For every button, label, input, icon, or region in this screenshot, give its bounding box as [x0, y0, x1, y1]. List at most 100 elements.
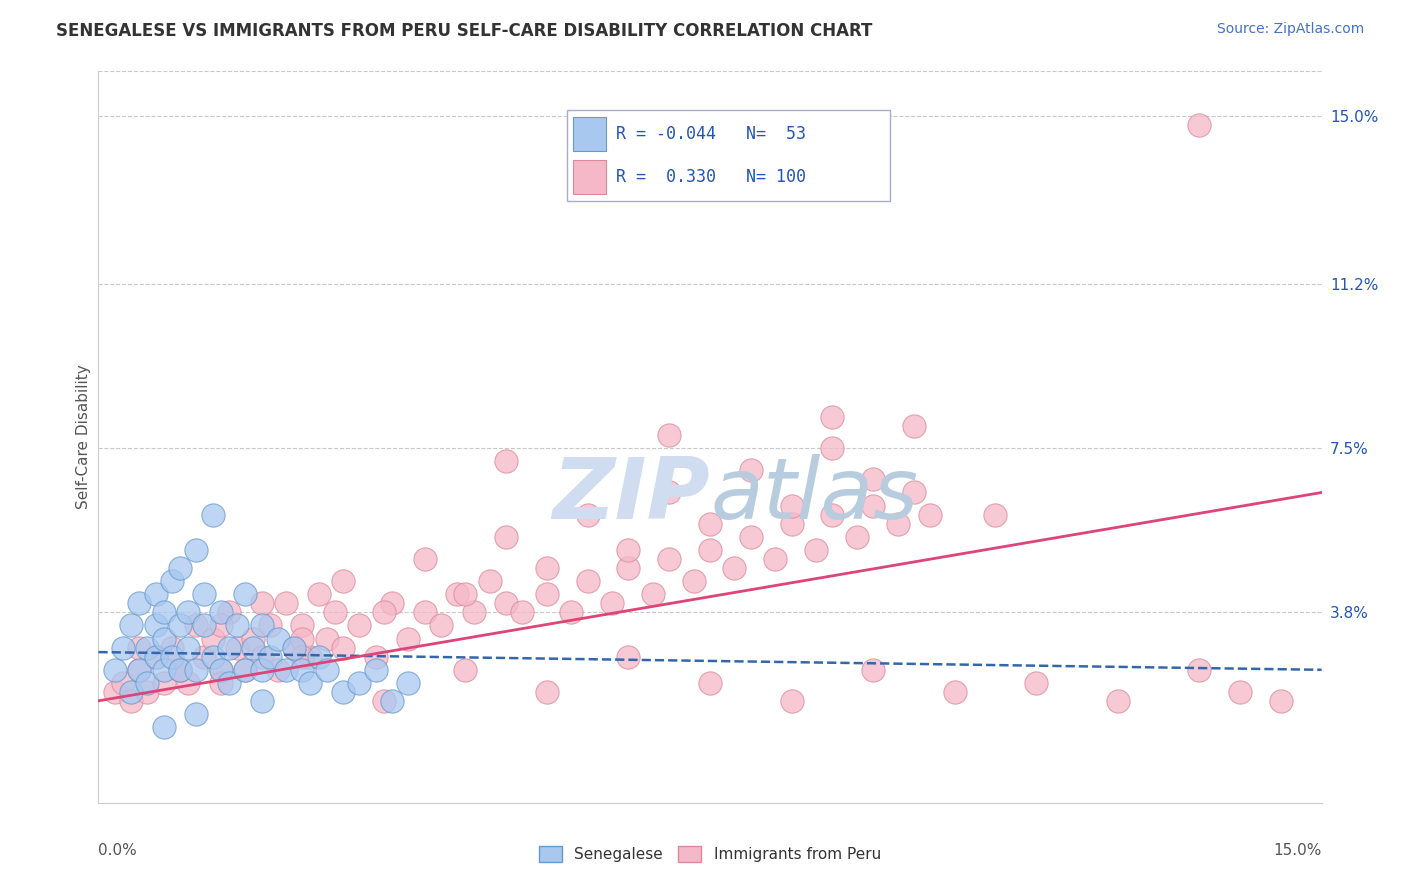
Point: [1188, 663, 1211, 677]
Point: [250, 649, 273, 664]
Text: SENEGALESE VS IMMIGRANTS FROM PERU SELF-CARE DISABILITY CORRELATION CHART: SENEGALESE VS IMMIGRANTS FROM PERU SELF-…: [56, 22, 873, 40]
Point: [454, 587, 477, 601]
Point: [699, 543, 721, 558]
Point: [218, 676, 240, 690]
Point: [373, 605, 395, 619]
Point: [111, 640, 134, 655]
Point: [763, 552, 786, 566]
Point: [1025, 676, 1047, 690]
Point: [111, 676, 134, 690]
Point: [332, 640, 354, 655]
Point: [1229, 685, 1251, 699]
Point: [920, 508, 942, 522]
Point: [267, 632, 290, 646]
Point: [536, 685, 558, 699]
Point: [201, 508, 224, 522]
Point: [804, 543, 827, 558]
Point: [291, 649, 314, 664]
Point: [259, 618, 281, 632]
Point: [250, 694, 273, 708]
Text: R = -0.044   N=  53: R = -0.044 N= 53: [616, 125, 806, 143]
Point: [512, 605, 534, 619]
Point: [699, 516, 721, 531]
Point: [430, 618, 453, 632]
Point: [160, 574, 183, 589]
Point: [283, 640, 305, 655]
Point: [903, 419, 925, 434]
Point: [862, 663, 884, 677]
Point: [454, 663, 477, 677]
Point: [323, 605, 346, 619]
Point: [478, 574, 501, 589]
Bar: [574, 161, 606, 194]
Point: [862, 472, 884, 486]
Point: [332, 574, 354, 589]
Point: [536, 587, 558, 601]
Text: Source: ZipAtlas.com: Source: ZipAtlas.com: [1216, 22, 1364, 37]
Point: [267, 663, 290, 677]
Point: [740, 530, 762, 544]
Point: [145, 618, 167, 632]
Text: 15.0%: 15.0%: [1274, 843, 1322, 858]
Point: [152, 663, 174, 677]
Point: [315, 632, 337, 646]
Point: [186, 618, 208, 632]
Point: [560, 605, 582, 619]
Point: [128, 663, 150, 677]
Point: [233, 663, 256, 677]
Point: [463, 605, 485, 619]
Point: [250, 618, 273, 632]
Point: [413, 552, 436, 566]
Text: 0.0%: 0.0%: [98, 843, 138, 858]
Point: [984, 508, 1007, 522]
Point: [193, 649, 215, 664]
Point: [780, 499, 803, 513]
Point: [576, 574, 599, 589]
Point: [128, 640, 150, 655]
Point: [209, 663, 232, 677]
Point: [381, 694, 404, 708]
Point: [128, 663, 150, 677]
Bar: [574, 118, 606, 151]
Point: [308, 587, 330, 601]
Point: [845, 530, 868, 544]
Point: [169, 618, 191, 632]
Point: [821, 508, 844, 522]
Point: [740, 463, 762, 477]
Point: [364, 663, 387, 677]
Point: [641, 587, 664, 601]
Point: [177, 640, 200, 655]
Point: [821, 410, 844, 425]
Point: [291, 618, 314, 632]
Point: [617, 649, 640, 664]
Point: [104, 685, 127, 699]
Point: [299, 649, 322, 664]
Point: [332, 685, 354, 699]
FancyBboxPatch shape: [567, 110, 890, 201]
Point: [1270, 694, 1292, 708]
Point: [193, 618, 215, 632]
Point: [349, 676, 371, 690]
Point: [886, 516, 908, 531]
Point: [495, 454, 517, 468]
Point: [145, 649, 167, 664]
Point: [209, 605, 232, 619]
Point: [233, 587, 256, 601]
Point: [780, 694, 803, 708]
Point: [145, 649, 167, 664]
Point: [226, 640, 249, 655]
Point: [233, 663, 256, 677]
Point: [600, 596, 623, 610]
Point: [152, 676, 174, 690]
Point: [446, 587, 468, 601]
Point: [903, 485, 925, 500]
Point: [862, 499, 884, 513]
Point: [274, 663, 297, 677]
Point: [152, 605, 174, 619]
Point: [291, 632, 314, 646]
Point: [381, 596, 404, 610]
Point: [120, 685, 142, 699]
Point: [396, 676, 419, 690]
Point: [259, 649, 281, 664]
Point: [780, 516, 803, 531]
